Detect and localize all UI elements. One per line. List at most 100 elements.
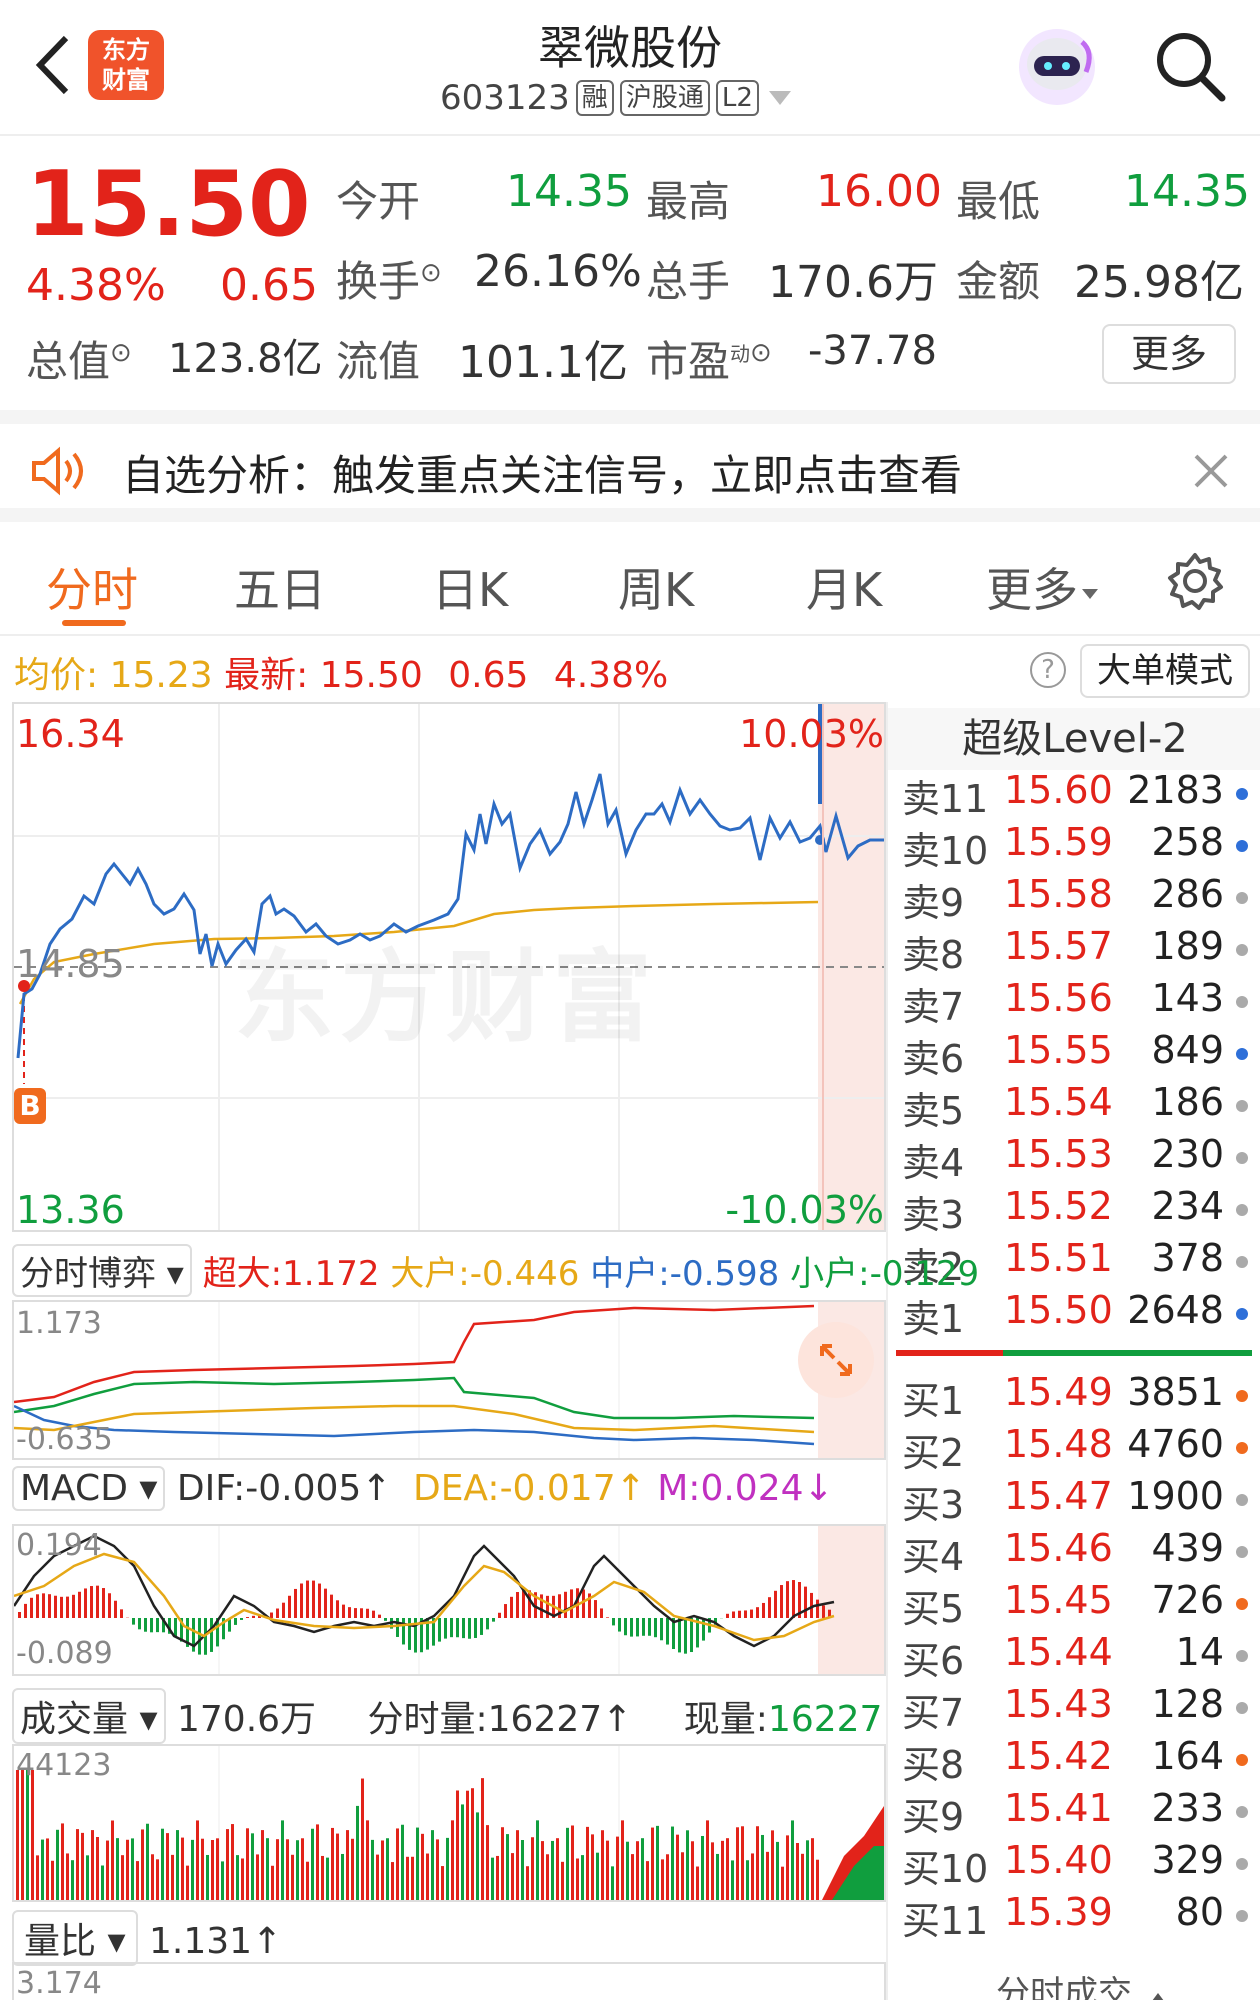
order-dot-icon: [1236, 1204, 1248, 1216]
tab-weekly-k[interactable]: 周K: [618, 563, 695, 617]
order-price: 15.56: [1004, 976, 1113, 1020]
order-price: 15.49: [1004, 1370, 1113, 1414]
tab-monthly-k[interactable]: 月K: [806, 563, 883, 617]
robot-assistant-icon[interactable]: [1012, 22, 1102, 112]
sell-order-row[interactable]: 卖9 15.58 286: [894, 872, 1260, 925]
sell-order-row[interactable]: 卖5 15.54 186: [894, 1080, 1260, 1133]
volume-y-max: 44123: [16, 1748, 112, 1783]
order-volume: 726: [1151, 1578, 1224, 1622]
notice-bar[interactable]: 自选分析：触发重点关注信号，立即点击查看: [0, 410, 1260, 522]
game-chart[interactable]: 1.173 -0.635: [12, 1300, 886, 1460]
search-icon[interactable]: [1150, 26, 1230, 106]
buy-marker[interactable]: B: [14, 1088, 46, 1124]
volume-chart[interactable]: 44123: [12, 1744, 886, 1902]
info-icon: ⊙: [420, 258, 442, 288]
stock-code: 603123: [440, 78, 570, 118]
tab-more[interactable]: 更多: [986, 554, 1098, 620]
gear-icon[interactable]: [1164, 550, 1226, 612]
volume-header: 成交量 ▾ 170.6万 分时量:16227↑ 现量:16227: [12, 1688, 882, 1744]
buy-order-row[interactable]: 买6 15.44 14: [894, 1630, 1260, 1683]
order-price: 15.53: [1004, 1132, 1113, 1176]
turnover-label[interactable]: 换手⊙: [336, 257, 442, 306]
order-level-label: 买6: [902, 1639, 965, 1683]
sell-order-row[interactable]: 卖8 15.57 189: [894, 924, 1260, 977]
buy-order-row[interactable]: 买8 15.42 164: [894, 1734, 1260, 1787]
buy-order-row[interactable]: 买5 15.45 726: [894, 1578, 1260, 1631]
period-tabs: 分时 五日 日K 周K 月K 更多: [0, 536, 1260, 636]
order-dot-icon: [1236, 1858, 1248, 1870]
macd-chart[interactable]: 0.194 -0.089: [12, 1524, 886, 1676]
order-volume: 3851: [1127, 1370, 1224, 1414]
ratio-select[interactable]: 量比 ▾: [12, 1910, 138, 1966]
order-price: 15.39: [1004, 1890, 1113, 1934]
turnover-value: 26.16%: [474, 246, 642, 297]
expand-icon[interactable]: [798, 1322, 874, 1398]
tab-intraday[interactable]: 分时: [46, 563, 138, 617]
order-book-title[interactable]: 超级Level-2: [888, 708, 1260, 770]
order-price: 15.58: [1004, 872, 1113, 916]
chevron-down-icon: [768, 91, 791, 105]
order-price: 15.48: [1004, 1422, 1113, 1466]
order-volume: 4760: [1127, 1422, 1224, 1466]
order-volume: 286: [1151, 872, 1224, 916]
sell-order-row[interactable]: 卖7 15.56 143: [894, 976, 1260, 1029]
ratio-chart[interactable]: 3.174: [12, 1962, 886, 2000]
more-button[interactable]: 更多: [1102, 324, 1236, 384]
y-axis-max: 16.34: [16, 712, 125, 756]
order-volume: 233: [1151, 1786, 1224, 1830]
tab-five-day[interactable]: 五日: [234, 563, 326, 617]
sell-order-row[interactable]: 卖3 15.52 234: [894, 1184, 1260, 1237]
buy-order-row[interactable]: 买10 15.40 329: [894, 1838, 1260, 1891]
y-axis-min: 13.36: [16, 1188, 125, 1232]
active-tab-indicator: [62, 620, 126, 626]
order-dot-icon: [1236, 1100, 1248, 1112]
order-dot-icon: [1236, 1256, 1248, 1268]
buy-order-row[interactable]: 买9 15.41 233: [894, 1786, 1260, 1839]
buy-order-row[interactable]: 买1 15.49 3851: [894, 1370, 1260, 1423]
close-icon[interactable]: [1190, 450, 1232, 492]
order-dot-icon: [1236, 1308, 1248, 1320]
buy-order-row[interactable]: 买4 15.46 439: [894, 1526, 1260, 1579]
buy-order-row[interactable]: 买11 15.39 80: [894, 1890, 1260, 1943]
market-cap-label[interactable]: 总值⊙: [26, 337, 132, 386]
macd-select[interactable]: MACD ▾: [12, 1466, 166, 1511]
order-price: 15.52: [1004, 1184, 1113, 1228]
tab-daily-k[interactable]: 日K: [432, 563, 509, 617]
order-level-label: 买8: [902, 1743, 965, 1787]
order-volume: 439: [1151, 1526, 1224, 1570]
order-price: 15.42: [1004, 1734, 1113, 1778]
volume-select[interactable]: 成交量 ▾: [12, 1688, 166, 1744]
tick-trades-button[interactable]: 分时成交: [996, 1966, 1167, 2000]
order-price: 15.45: [1004, 1578, 1113, 1622]
y-axis-min-pct: -10.03%: [725, 1188, 884, 1232]
stock-code-row[interactable]: 603123 融 沪股通 L2: [440, 78, 791, 118]
order-price: 15.55: [1004, 1028, 1113, 1072]
help-icon[interactable]: ?: [1030, 652, 1066, 688]
buy-order-row[interactable]: 买3 15.47 1900: [894, 1474, 1260, 1527]
sell-order-row[interactable]: 卖10 15.59 258: [894, 820, 1260, 873]
buy-order-row[interactable]: 买7 15.43 128: [894, 1682, 1260, 1735]
order-level-label: 卖7: [902, 985, 965, 1029]
order-volume: 258: [1151, 820, 1224, 864]
order-volume: 1900: [1127, 1474, 1224, 1518]
volume-label: 总手: [646, 257, 731, 306]
stock-name: 翠微股份: [538, 21, 722, 75]
intraday-chart[interactable]: 16.34 10.03% 14.85 13.36 -10.03% 东方财富 B: [12, 702, 886, 1232]
order-volume: 329: [1151, 1838, 1224, 1882]
ratio-header: 量比 ▾ 1.131↑: [12, 1910, 282, 1966]
sell-order-row[interactable]: 卖2 15.51 378: [894, 1236, 1260, 1289]
order-volume: 14: [1175, 1630, 1224, 1674]
sell-order-row[interactable]: 卖1 15.50 2648: [894, 1288, 1260, 1341]
order-level-label: 买3: [902, 1483, 965, 1527]
sell-order-row[interactable]: 卖11 15.60 2183: [894, 768, 1260, 821]
order-level-label: 买5: [902, 1587, 965, 1631]
back-icon[interactable]: [28, 30, 78, 100]
big-order-mode-button[interactable]: 大单模式: [1080, 644, 1250, 698]
pe-value: -37.78: [808, 328, 937, 374]
sell-order-row[interactable]: 卖6 15.55 849: [894, 1028, 1260, 1081]
pe-label[interactable]: 市盈动⊙: [646, 337, 772, 386]
open-value: 14.35: [506, 166, 632, 217]
game-select[interactable]: 分时博弈 ▾: [12, 1244, 192, 1297]
buy-order-row[interactable]: 买2 15.48 4760: [894, 1422, 1260, 1475]
sell-order-row[interactable]: 卖4 15.53 230: [894, 1132, 1260, 1185]
